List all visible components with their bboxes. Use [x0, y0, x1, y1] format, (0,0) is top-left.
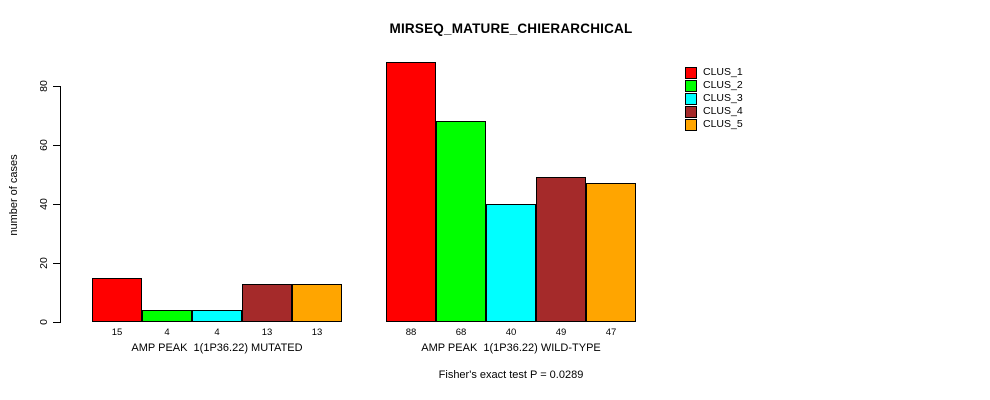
bar-clus_1-group2 [386, 62, 436, 322]
legend-swatch-clus_4 [685, 106, 697, 118]
x-group-label: AMP PEAK 1(1P36.22) WILD-TYPE [421, 342, 601, 354]
bar-value-label: 47 [605, 327, 617, 338]
bar-clus_3-group2 [486, 204, 536, 322]
bar-clus_4-group1 [242, 284, 292, 322]
bar-value-label: 13 [261, 327, 273, 338]
y-axis-label: number of cases [8, 154, 20, 236]
bar-value-label: 15 [111, 327, 123, 338]
y-tick-mark [53, 204, 60, 205]
bar-value-label: 40 [505, 327, 517, 338]
bar-clus_2-group2 [436, 121, 486, 322]
bar-clus_3-group1 [192, 310, 242, 322]
x-group-label: AMP PEAK 1(1P36.22) MUTATED [131, 342, 303, 354]
y-tick-label: 20 [38, 257, 50, 269]
y-axis-line [60, 86, 61, 323]
bar-value-label: 4 [214, 327, 220, 338]
y-tick-label: 0 [38, 319, 50, 325]
footnote: Fisher's exact test P = 0.0289 [438, 369, 584, 381]
bar-value-label: 88 [405, 327, 417, 338]
legend-swatch-clus_2 [685, 80, 697, 92]
bar-value-label: 68 [455, 327, 467, 338]
legend-label: CLUS_5 [703, 118, 743, 130]
legend-label: CLUS_3 [703, 92, 743, 104]
y-tick-mark [53, 145, 60, 146]
y-tick-label: 40 [38, 198, 50, 210]
bar-clus_5-group1 [292, 284, 342, 322]
chart-title: MIRSEQ_MATURE_CHIERARCHICAL [389, 21, 633, 36]
legend-label: CLUS_2 [703, 79, 743, 91]
bar-clus_4-group2 [536, 177, 586, 322]
legend-swatch-clus_5 [685, 119, 697, 131]
bar-value-label: 49 [555, 327, 567, 338]
y-tick-label: 60 [38, 139, 50, 151]
legend-swatch-clus_3 [685, 93, 697, 105]
legend-swatch-clus_1 [685, 67, 697, 79]
y-tick-mark [53, 263, 60, 264]
legend-label: CLUS_4 [703, 105, 743, 117]
bar-value-label: 13 [311, 327, 323, 338]
y-tick-mark [53, 322, 60, 323]
legend-label: CLUS_1 [703, 66, 743, 78]
bar-value-label: 4 [164, 327, 170, 338]
bar-clus_1-group1 [92, 278, 142, 322]
y-tick-label: 80 [38, 80, 50, 92]
bar-clus_2-group1 [142, 310, 192, 322]
y-tick-mark [53, 86, 60, 87]
bar-clus_5-group2 [586, 183, 636, 322]
